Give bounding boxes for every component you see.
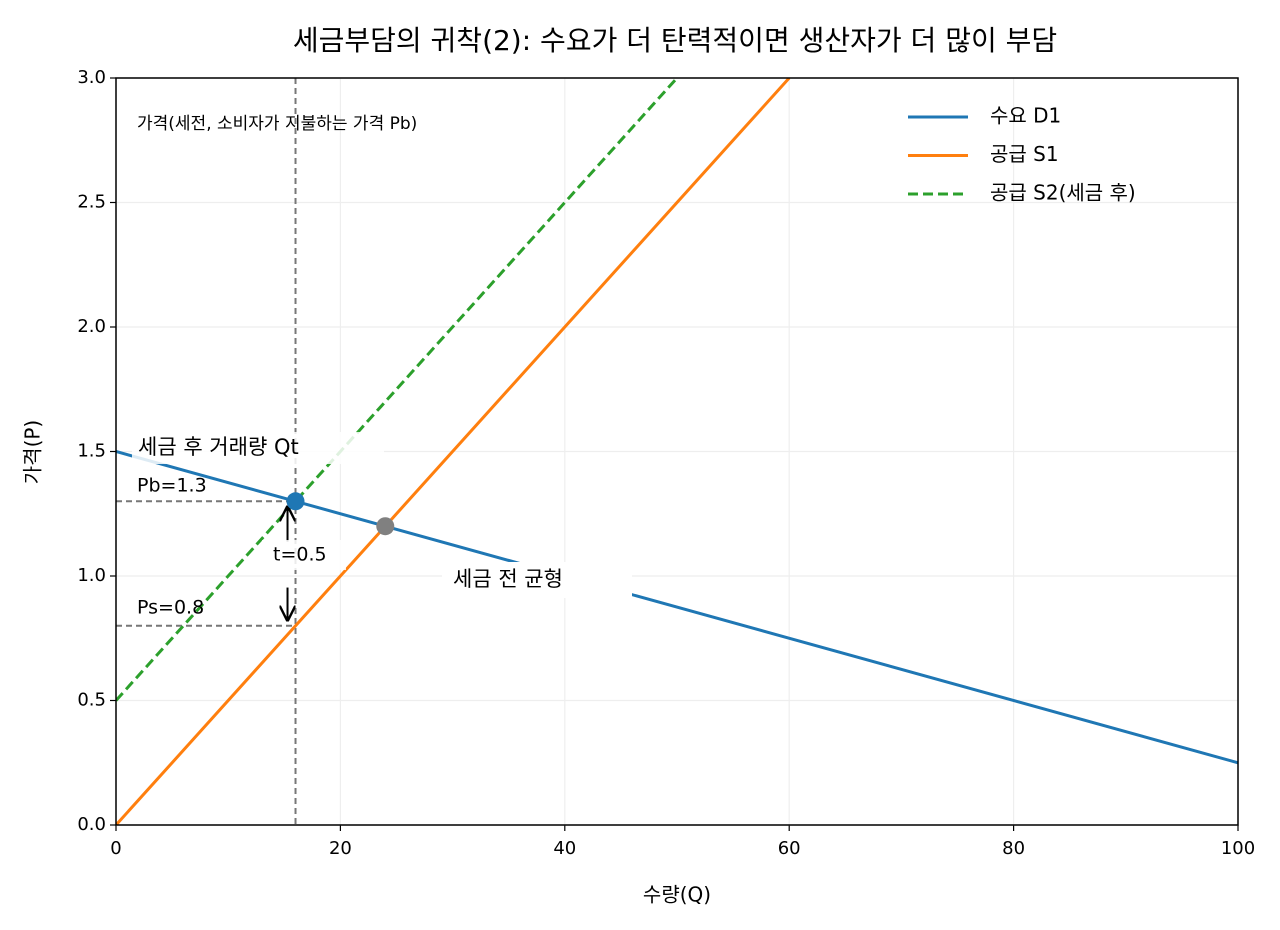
x-tick-label: 20 xyxy=(329,838,352,859)
y-axis-label: 가격(P) xyxy=(21,420,45,484)
annotation: Ps=0.8 xyxy=(137,597,204,619)
point xyxy=(376,517,395,536)
legend-label: 수요 D1 xyxy=(990,104,1061,128)
plot-frame xyxy=(115,77,1239,826)
line-series xyxy=(116,78,791,825)
line-series xyxy=(116,78,679,702)
line-series xyxy=(116,450,1238,765)
annotation-bg xyxy=(442,562,632,598)
point xyxy=(286,492,305,511)
annotation-bg xyxy=(132,432,384,464)
annotation: 세금 전 균형 xyxy=(453,567,563,591)
y-tick-label: 2.0 xyxy=(77,316,106,337)
y-tick-label: 0.0 xyxy=(77,814,106,835)
legend-label: 공급 S1 xyxy=(990,142,1059,166)
chart-title: 세금부담의 귀착(2): 수요가 더 탄력적이면 생산자가 더 많이 부담 xyxy=(293,24,1057,57)
y-tick-label: 1.5 xyxy=(77,441,106,462)
annotation: Pb=1.3 xyxy=(137,475,207,497)
y-tick-label: 0.5 xyxy=(77,690,106,711)
x-axis-label: 수량(Q) xyxy=(643,883,711,907)
annotation: 가격(세전, 소비자가 지불하는 가격 Pb) xyxy=(137,114,417,134)
annotation-bg xyxy=(262,540,346,570)
y-tick-label: 2.5 xyxy=(77,192,106,213)
x-tick-label: 0 xyxy=(110,838,121,859)
x-tick-label: 100 xyxy=(1221,838,1255,859)
x-tick-label: 40 xyxy=(553,838,576,859)
x-tick-label: 80 xyxy=(1002,838,1025,859)
y-tick-label: 1.0 xyxy=(77,565,106,586)
annotation: 세금 후 거래량 Qt xyxy=(138,435,299,459)
annotation: t=0.5 xyxy=(273,544,327,566)
y-tick-label: 3.0 xyxy=(77,67,106,88)
x-tick-label: 60 xyxy=(778,838,801,859)
legend-label: 공급 S2(세금 후) xyxy=(990,181,1136,205)
